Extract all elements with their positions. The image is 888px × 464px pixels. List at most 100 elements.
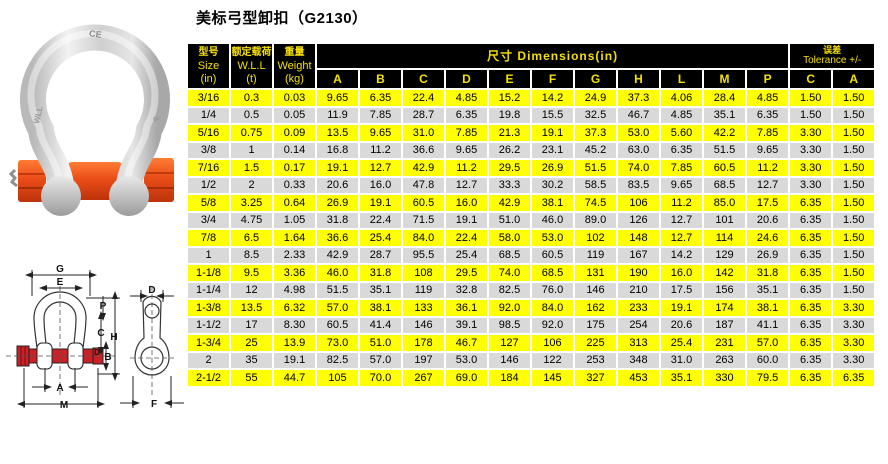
table-cell: 0.3 <box>231 90 272 106</box>
table-cell: 6.35 <box>360 90 401 106</box>
dim-letter-header: P <box>747 69 789 88</box>
table-cell: 11.9 <box>317 107 358 123</box>
table-cell: 3/4 <box>188 212 229 228</box>
shackle-bow <box>20 24 170 197</box>
header-weight-unit: (kg) <box>285 73 304 85</box>
dim-letter-header: C <box>403 69 444 88</box>
header-wll-unit: (t) <box>246 73 257 85</box>
header-size: 型号 Size (in) <box>188 44 229 88</box>
table-cell: 1 <box>231 142 272 158</box>
table-cell: 31.8 <box>747 265 789 281</box>
table-cell: 31.8 <box>360 265 401 281</box>
table-cell: 1.50 <box>833 247 875 263</box>
table-cell: 156 <box>704 282 745 298</box>
table-cell: 60.0 <box>747 352 789 368</box>
table-cell: 1.50 <box>790 107 832 123</box>
table-cell: 19.8 <box>489 107 530 123</box>
table-cell: 16.8 <box>317 142 358 158</box>
table-cell: 79.5 <box>747 370 789 386</box>
table-cell: 102 <box>575 230 616 246</box>
table-row: 1/2 2 0.33 20.6 16.0 47.8 12.7 33.3 30.2 58.5 83.5… <box>188 177 875 193</box>
table-cell: 327 <box>575 370 616 386</box>
table-row: 2-1/2 55 44.7 105 70.0 267 69.0 184 145 327 453 35.… <box>188 370 875 386</box>
table-cell: 3.30 <box>833 317 875 333</box>
table-cell: 122 <box>532 352 573 368</box>
table-cell: 187 <box>704 317 745 333</box>
table-cell: 20.6 <box>661 317 702 333</box>
table-cell: 0.5 <box>231 107 272 123</box>
table-cell: 178 <box>403 335 444 351</box>
dim-letter-header: F <box>532 69 573 88</box>
cotter-pin <box>8 168 18 188</box>
header-weight-en: Weight <box>277 60 312 72</box>
table-cell: 26.9 <box>317 195 358 211</box>
table-cell: 7.85 <box>446 125 487 141</box>
label-P: P <box>100 301 107 312</box>
label-F: F <box>151 399 157 410</box>
label-D-side: D <box>148 285 155 296</box>
table-cell: 12.7 <box>747 177 789 193</box>
dim-letter-header: L <box>661 69 702 88</box>
table-cell: 55 <box>231 370 272 386</box>
table-cell: 53.0 <box>446 352 487 368</box>
table-cell: 60.5 <box>403 195 444 211</box>
table-cell: 7/8 <box>188 230 229 246</box>
marking-wll: WLL <box>32 105 44 124</box>
table-cell: 74.0 <box>489 265 530 281</box>
table-cell: 95.5 <box>403 247 444 263</box>
marking-size: 8 <box>151 116 161 123</box>
table-cell: 1-1/4 <box>188 282 229 298</box>
header-tolerance: 误差 Tolerance +/- <box>790 44 875 68</box>
table-cell: 105 <box>317 370 358 386</box>
table-cell: 92.0 <box>532 317 573 333</box>
spec-table: 型号 Size (in) 额定载荷 W.L.L (t) 重量 Weight (k… <box>186 42 877 388</box>
pin-nut-left <box>18 160 46 202</box>
dimension-diagram: G E P C H D B A M D F <box>2 256 190 424</box>
table-cell: 1.50 <box>833 177 875 193</box>
table-cell: 348 <box>618 352 659 368</box>
table-cell: 1.50 <box>833 90 875 106</box>
table-cell: 3/16 <box>188 90 229 106</box>
table-cell: 106 <box>618 195 659 211</box>
table-cell: 8.5 <box>231 247 272 263</box>
table-cell: 3.30 <box>833 300 875 316</box>
table-cell: 31.0 <box>661 352 702 368</box>
table-cell: 19.1 <box>532 125 573 141</box>
table-cell: 9.65 <box>747 142 789 158</box>
table-cell: 35.1 <box>661 370 702 386</box>
table-cell: 254 <box>618 317 659 333</box>
table-cell: 4.98 <box>274 282 315 298</box>
table-cell: 2.33 <box>274 247 315 263</box>
table-cell: 36.6 <box>317 230 358 246</box>
table-cell: 1.50 <box>833 265 875 281</box>
table-cell: 19.1 <box>446 212 487 228</box>
table-cell: 22.4 <box>403 90 444 106</box>
table-cell: 1.50 <box>790 90 832 106</box>
table-cell: 73.0 <box>317 335 358 351</box>
spec-table-body: 3/16 0.3 0.03 9.65 6.35 22.4 4.85 15.2 14.2 24.9 3… <box>188 90 875 386</box>
table-cell: 30.2 <box>532 177 573 193</box>
table-cell: 2 <box>231 177 272 193</box>
table-cell: 174 <box>704 300 745 316</box>
table-cell: 6.35 <box>790 230 832 246</box>
table-cell: 233 <box>618 300 659 316</box>
table-cell: 60.5 <box>532 247 573 263</box>
table-row: 3/8 1 0.14 16.8 11.2 36.6 9.65 26.2 23.1 45.2 63.0… <box>188 142 875 158</box>
table-cell: 46.0 <box>317 265 358 281</box>
table-cell: 9.65 <box>446 142 487 158</box>
table-cell: 41.4 <box>360 317 401 333</box>
table-cell: 35.1 <box>704 107 745 123</box>
table-cell: 126 <box>618 212 659 228</box>
table-cell: 8.30 <box>274 317 315 333</box>
table-cell: 2-1/2 <box>188 370 229 386</box>
table-cell: 46.7 <box>618 107 659 123</box>
table-cell: 6.35 <box>790 317 832 333</box>
table-cell: 28.7 <box>403 107 444 123</box>
table-cell: 85.0 <box>704 195 745 211</box>
table-cell: 12.7 <box>446 177 487 193</box>
table-cell: 22.4 <box>360 212 401 228</box>
table-cell: 0.14 <box>274 142 315 158</box>
header-size-unit: (in) <box>200 73 217 85</box>
table-cell: 6.35 <box>790 265 832 281</box>
table-cell: 51.5 <box>704 142 745 158</box>
